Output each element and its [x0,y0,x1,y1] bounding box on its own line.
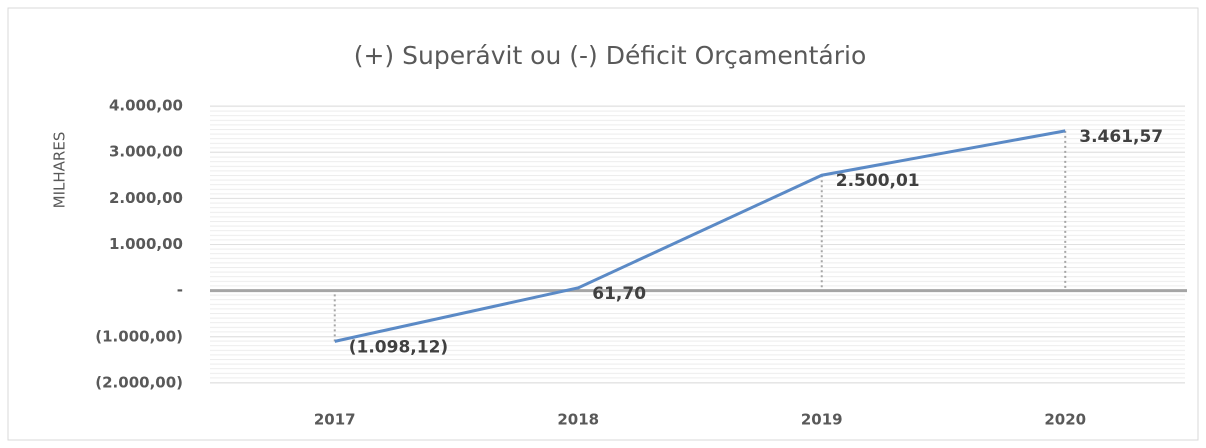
y-tick-label: 4.000,00 [109,97,183,115]
series-line [334,129,1066,343]
y-tick-label: (2.000,00) [95,374,183,392]
data-label: 61,70 [592,284,646,304]
data-label: 3.461,57 [1079,127,1163,147]
y-axis-label: MILHARES [51,132,69,209]
y-tick-label: 2.000,00 [109,189,183,207]
y-tick-label: - [177,281,183,299]
x-tick-label: 2019 [801,411,843,429]
data-label: 2.500,01 [836,171,920,191]
x-tick-label: 2017 [314,411,356,429]
data-label: (1.098,12) [349,337,448,357]
x-tick-label: 2020 [1044,411,1086,429]
y-tick-label: (1.000,00) [95,327,183,345]
x-tick-label: 2018 [557,411,599,429]
chart-title: (+) Superávit ou (-) Déficit Orçamentári… [354,41,867,70]
y-tick-label: 3.000,00 [109,143,183,161]
y-tick-label: 1.000,00 [109,235,183,253]
